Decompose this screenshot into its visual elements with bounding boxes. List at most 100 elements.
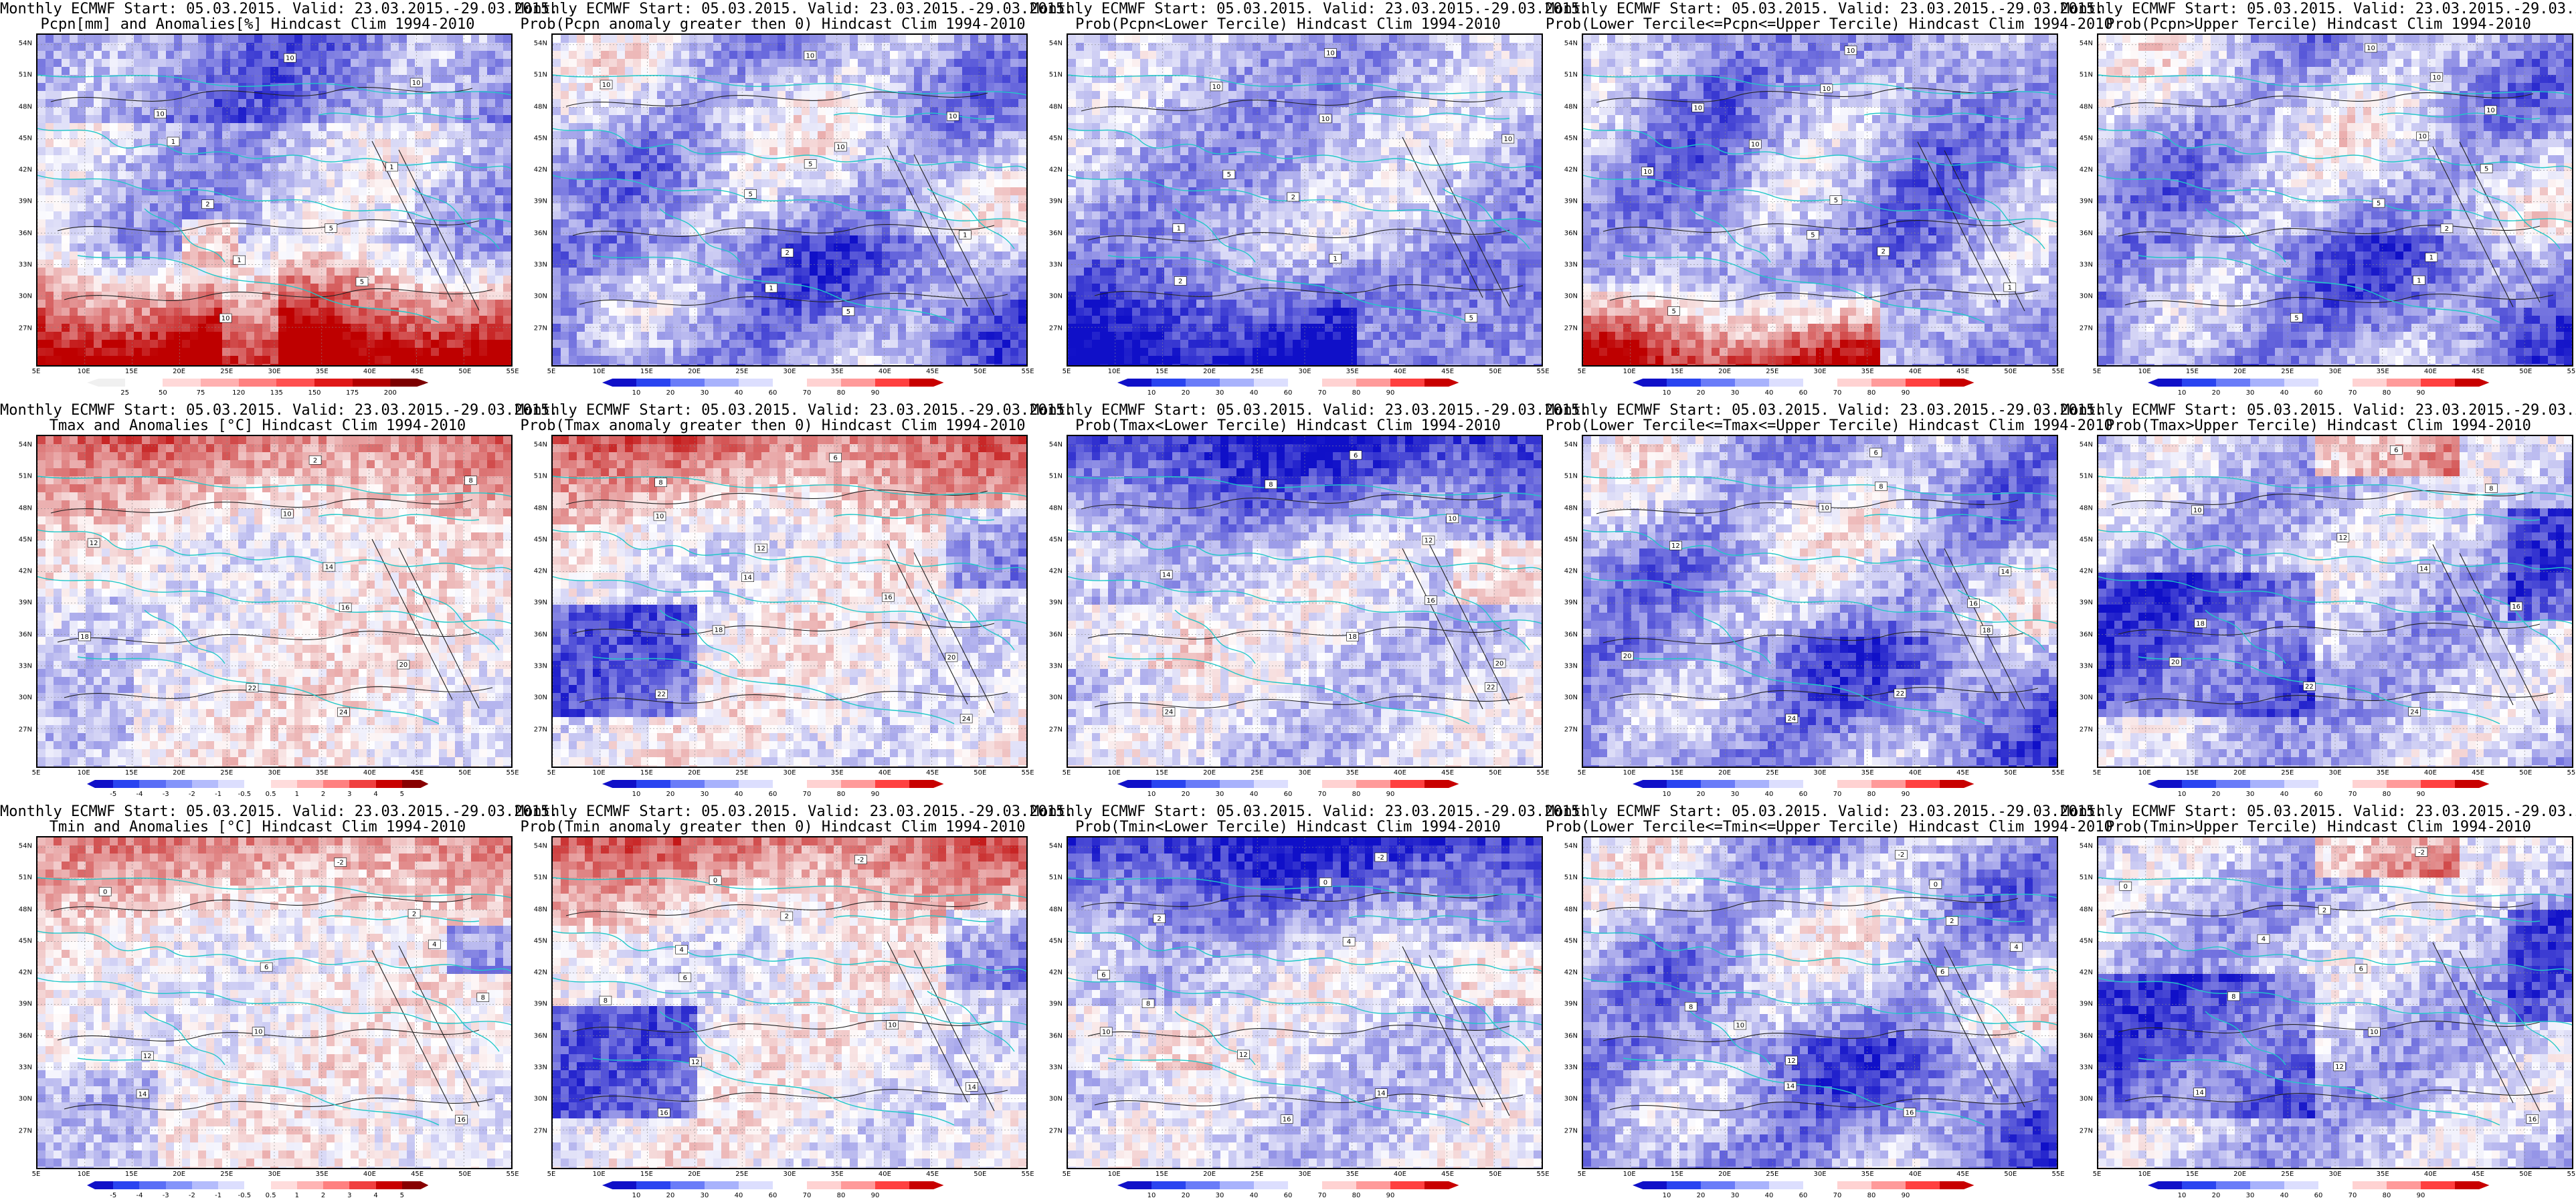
map-panel-p11: Monthly ECMWF Start: 05.03.2015. Valid: … xyxy=(0,0,558,401)
colorbar-label: 70 xyxy=(1318,791,1327,798)
colorbar-swatch xyxy=(1667,1181,1701,1189)
colorbar-label: -3 xyxy=(163,1192,169,1199)
longitude-label: 20E xyxy=(1718,368,1731,375)
colorbar-swatch xyxy=(1871,780,1906,788)
map-field-svg: 6 8 10 12 14 16 18 20 22 24 xyxy=(1068,436,1542,767)
longitude-label: 10E xyxy=(1623,368,1636,375)
colorbar-labels: 10 20 30 40 60 70 80 90 xyxy=(602,389,943,399)
longitude-label: 40E xyxy=(879,368,891,375)
contour-label: 20 xyxy=(945,652,958,662)
colorbar-swatch xyxy=(875,1181,910,1189)
contour-label: 0 xyxy=(1929,880,1942,889)
colorbar-swatch xyxy=(2284,1181,2319,1189)
latitude-label: 45N xyxy=(534,536,547,543)
contour-label: 12 xyxy=(689,1057,702,1067)
latitude-label: 39N xyxy=(2080,599,2093,607)
colorbar-label: 90 xyxy=(1902,791,1910,798)
colorbar xyxy=(87,1181,429,1189)
contour-label: 5 xyxy=(325,223,338,233)
panel-title-line2: Tmax and Anomalies [°C] Hindcast Clim 19… xyxy=(0,418,515,433)
latitude-label: 30N xyxy=(2080,1096,2093,1103)
contour-label: 1 xyxy=(385,162,398,172)
contour-label: 5 xyxy=(1807,230,1819,240)
colorbar-swatch xyxy=(314,379,353,387)
colorbar xyxy=(602,780,944,788)
colorbar-swatch xyxy=(1152,379,1186,387)
contour-label: 6 xyxy=(1349,450,1362,460)
contour-label: 5 xyxy=(1222,169,1236,179)
latitude-labels: 54N 51N 48N 45N 42N 39N 36N 33N 30N 27N xyxy=(2061,33,2096,367)
contour-label: 5 xyxy=(2290,312,2303,322)
contour-lines xyxy=(565,490,1008,714)
colorbar-label: 70 xyxy=(2349,389,2357,397)
colorbar-swatch xyxy=(1288,780,1323,788)
colorbar-label: 70 xyxy=(803,389,812,397)
latitude-label: 48N xyxy=(19,103,32,110)
panel-title: Monthly ECMWF Start: 05.03.2015. Valid: … xyxy=(1030,403,1588,433)
contour-lines xyxy=(1081,494,1524,710)
colorbar-label: -4 xyxy=(136,1192,143,1199)
contour-label: 14 xyxy=(2417,564,2430,573)
colorbar-label: 10 xyxy=(1147,791,1156,798)
colorbar-swatch xyxy=(705,1181,739,1189)
longitude-label: 40E xyxy=(363,368,376,375)
map-panel-p13: Monthly ECMWF Start: 05.03.2015. Valid: … xyxy=(1030,0,1588,401)
panel-title: Monthly ECMWF Start: 05.03.2015. Valid: … xyxy=(515,403,1073,433)
colorbar-swatch xyxy=(841,780,876,788)
colorbar-label: 40 xyxy=(1765,1192,1774,1199)
anomaly-field xyxy=(37,436,511,767)
longitude-label: 40E xyxy=(879,769,891,777)
colorbar-swatch xyxy=(2182,780,2217,788)
contour-label: 20 xyxy=(2169,657,2182,667)
latitude-label: 54N xyxy=(1564,842,1578,849)
colorbar-swatch xyxy=(1356,780,1391,788)
latitude-label: 30N xyxy=(19,694,32,702)
colorbar-label: 25 xyxy=(120,389,129,397)
colorbar-swatch xyxy=(636,379,671,387)
longitude-label: 30E xyxy=(1813,769,1826,777)
colorbar-label: 10 xyxy=(1663,791,1671,798)
panel-title-line1: Monthly ECMWF Start: 05.03.2015. Valid: … xyxy=(1030,1,1588,17)
colorbar-label: -5 xyxy=(110,1192,116,1199)
colorbar-swatch xyxy=(739,379,773,387)
longitude-label: 15E xyxy=(1671,1171,1683,1178)
coastlines xyxy=(553,476,1026,724)
longitude-label: 25E xyxy=(220,368,233,375)
coastlines xyxy=(2098,476,2572,724)
colorbar-swatch xyxy=(1906,1181,1940,1189)
contour-label: 1 xyxy=(2425,252,2438,262)
colorbar-label: 10 xyxy=(2178,791,2187,798)
longitude-label: 30E xyxy=(1298,1171,1311,1178)
contour-labels: -2 0 2 4 6 8 10 12 14 16 xyxy=(599,855,978,1118)
colorbar-swatch xyxy=(2284,379,2319,387)
contour-label: 10 xyxy=(1501,134,1515,144)
contour-label: 1 xyxy=(765,283,777,293)
longitude-label: 10E xyxy=(593,1171,606,1178)
colorbar-label: 80 xyxy=(837,1192,846,1199)
longitude-label: 50E xyxy=(2519,368,2532,375)
colorbar-label: -3 xyxy=(163,791,169,798)
contour-labels: -2 0 2 4 6 8 10 12 14 16 xyxy=(98,858,490,1124)
map-field-svg: 2 8 10 12 14 16 18 20 22 24 xyxy=(37,436,511,767)
colorbar-swatch xyxy=(602,379,637,387)
colorbar-swatch xyxy=(139,780,167,788)
colorbar xyxy=(2148,1181,2490,1189)
colorbar-label: 70 xyxy=(1833,389,1842,397)
colorbar-label: 40 xyxy=(1250,791,1259,798)
contour-label: 10 xyxy=(2484,105,2497,115)
contour-labels: 10 10 10 1 1 2 5 1 5 10 xyxy=(154,53,423,323)
colorbar-label: -4 xyxy=(136,791,143,798)
colorbar-label: 90 xyxy=(2417,389,2425,397)
longitude-label: 30E xyxy=(783,1171,796,1178)
contour-label: 5 xyxy=(1667,306,1680,316)
map-panel-p25: Monthly ECMWF Start: 05.03.2015. Valid: … xyxy=(2061,401,2576,803)
latitude-label: 48N xyxy=(2080,504,2093,512)
colorbar-label: 70 xyxy=(1318,1192,1327,1199)
longitude-label: 10E xyxy=(1623,1171,1636,1178)
longitude-label: 25E xyxy=(2281,769,2294,777)
latitude-label: 54N xyxy=(2080,842,2093,849)
contour-labels: 10 10 10 10 5 5 1 2 1 5 xyxy=(600,51,972,316)
colorbar-label: 40 xyxy=(735,389,743,397)
colorbar-swatch xyxy=(739,1181,773,1189)
map-field-svg: -2 0 2 4 6 8 10 12 14 16 xyxy=(2098,837,2572,1168)
